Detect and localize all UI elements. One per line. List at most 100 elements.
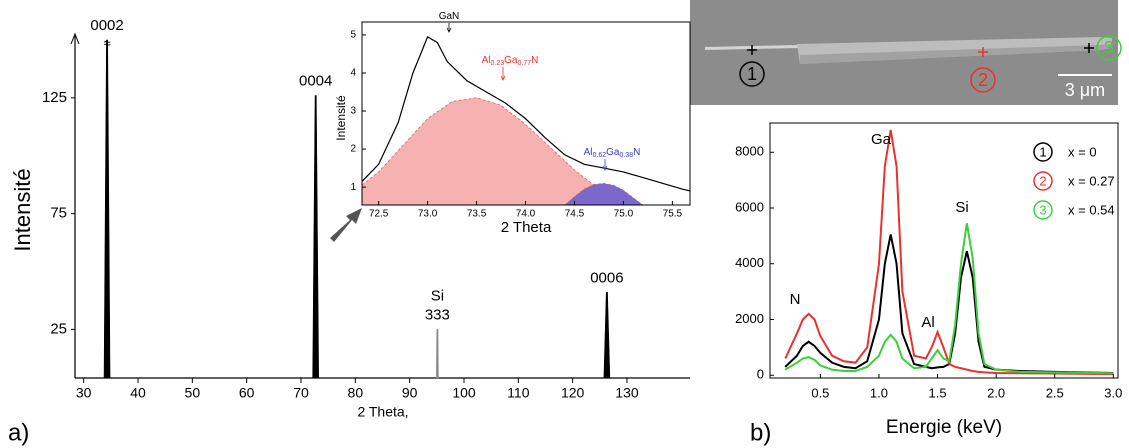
annotation-part: Al <box>584 147 593 158</box>
x-tick-label: 1.0 <box>870 385 888 400</box>
peak-label: Al <box>921 314 934 331</box>
y-tick-label: 2 <box>350 144 356 155</box>
x-tick-label: 3.0 <box>1104 385 1122 400</box>
x-tick-label: 2.0 <box>987 385 1005 400</box>
x-tick-label: 73.5 <box>467 209 487 220</box>
annotation-part: N <box>531 55 538 66</box>
legend-marker <box>1033 171 1053 191</box>
x-axis-label: 2 Theta <box>501 219 552 236</box>
annotation: GaN <box>439 11 460 22</box>
line <box>784 234 1114 374</box>
legend-marker-label: 3 <box>1039 202 1046 217</box>
y-tick-label: 75 <box>50 205 67 222</box>
annotation-part: Ga <box>606 147 620 158</box>
peak-label: Si <box>955 199 968 216</box>
x-tick-label: 50 <box>185 385 201 401</box>
annotation-part: Al <box>482 55 491 66</box>
plot-series <box>362 35 690 205</box>
x-tick-label: 120 <box>561 385 585 401</box>
line <box>362 35 690 192</box>
x-tick-label: 73.0 <box>418 209 438 220</box>
axis-arrow <box>70 32 80 45</box>
legend-label: x = 0.54 <box>1068 202 1115 217</box>
y-tick-label: 3 <box>350 106 356 117</box>
sem-image: 1 2 3 3 μm <box>690 0 1122 105</box>
x-tick-label: 110 <box>507 385 530 401</box>
y-tick-label: 25 <box>50 320 67 337</box>
peak-label: 0002 <box>90 17 123 34</box>
annotation-part: 0.62 <box>593 152 607 159</box>
x-tick-label: 75.5 <box>663 209 683 220</box>
y-axis-label: Intensité <box>334 95 348 141</box>
y-tick-label: 8000 <box>735 144 764 159</box>
annotation-arrow <box>500 67 506 81</box>
sem-marker: 2 <box>978 70 988 90</box>
annotation-arrow <box>446 23 452 33</box>
x-tick-label: 75.0 <box>614 209 634 220</box>
annotation-part: Ga <box>504 55 518 66</box>
zoom-arrow <box>330 208 362 242</box>
legend-label: x = 0 <box>1068 144 1097 159</box>
peak <box>436 329 439 379</box>
x-tick-label: 74.0 <box>516 209 536 220</box>
x-tick-label: 130 <box>615 385 639 401</box>
legend-label: x = 0.27 <box>1068 173 1115 188</box>
x-tick-label: 100 <box>452 385 476 401</box>
x-axis-label: 2 Theta, <box>357 404 408 420</box>
line <box>784 223 1114 375</box>
y-tick-label: 6000 <box>735 199 764 214</box>
x-tick-label: 40 <box>130 385 146 401</box>
y-tick-label: 4 <box>350 68 356 79</box>
x-axis-label: Energie (keV) <box>886 417 1002 438</box>
sem-marker: 1 <box>747 64 757 84</box>
x-tick-label: 72.5 <box>369 209 389 220</box>
peak-label: Ga <box>871 131 892 148</box>
annotation-part: GaN <box>439 11 460 22</box>
legend-marker <box>1033 200 1053 220</box>
peak <box>603 292 611 379</box>
line <box>784 129 1114 376</box>
legend-marker-label: 2 <box>1039 173 1046 188</box>
sem-marker: 3 <box>1104 38 1114 58</box>
peak-label: N <box>790 291 801 308</box>
annotation: Al0.62Ga0.38N <box>584 147 641 159</box>
axis-break: ≈ <box>103 35 110 50</box>
peak-label: 0004 <box>299 73 332 90</box>
x-tick-label: 74.5 <box>565 209 585 220</box>
legend-marker <box>1033 142 1053 162</box>
x-tick-label: 0.5 <box>811 385 829 400</box>
annotation-part: 0.38 <box>620 152 634 159</box>
plot-area <box>770 123 1118 378</box>
area <box>564 182 644 205</box>
plot-frame <box>769 122 1119 379</box>
plot-series <box>784 129 1114 376</box>
x-tick-label: 80 <box>348 385 364 401</box>
annotation-part: 0.77 <box>518 60 532 67</box>
y-tick-label: 1 <box>350 182 356 193</box>
y-tick-label: 5 <box>350 30 356 41</box>
y-tick-label: 0 <box>757 367 764 382</box>
x-tick-label: 30 <box>76 385 92 401</box>
x-tick-label: 2.5 <box>1046 385 1064 400</box>
peak-label: Si <box>431 287 444 304</box>
y-tick-label: 2000 <box>735 311 764 326</box>
scale-label: 3 μm <box>1065 80 1105 100</box>
x-tick-label: 70 <box>293 385 309 401</box>
x-tick-label: 60 <box>239 385 255 401</box>
x-tick-label: 90 <box>402 385 418 401</box>
y-axis-label: Intensité <box>10 168 35 251</box>
x-tick-label: 1.5 <box>929 385 947 400</box>
area <box>362 97 634 205</box>
peak-label: 333 <box>425 306 450 323</box>
annotation: Al0.23Ga0.77N <box>482 55 539 67</box>
legend-marker-label: 1 <box>1039 144 1046 159</box>
annotation-part: 0.23 <box>491 60 505 67</box>
peak <box>312 95 319 379</box>
panel-label: b) <box>750 419 771 446</box>
annotation-part: N <box>633 147 640 158</box>
peak-label: 0006 <box>590 269 623 286</box>
peak <box>103 39 111 379</box>
y-tick-label: 125 <box>42 89 67 106</box>
annotation-arrow <box>602 159 608 171</box>
